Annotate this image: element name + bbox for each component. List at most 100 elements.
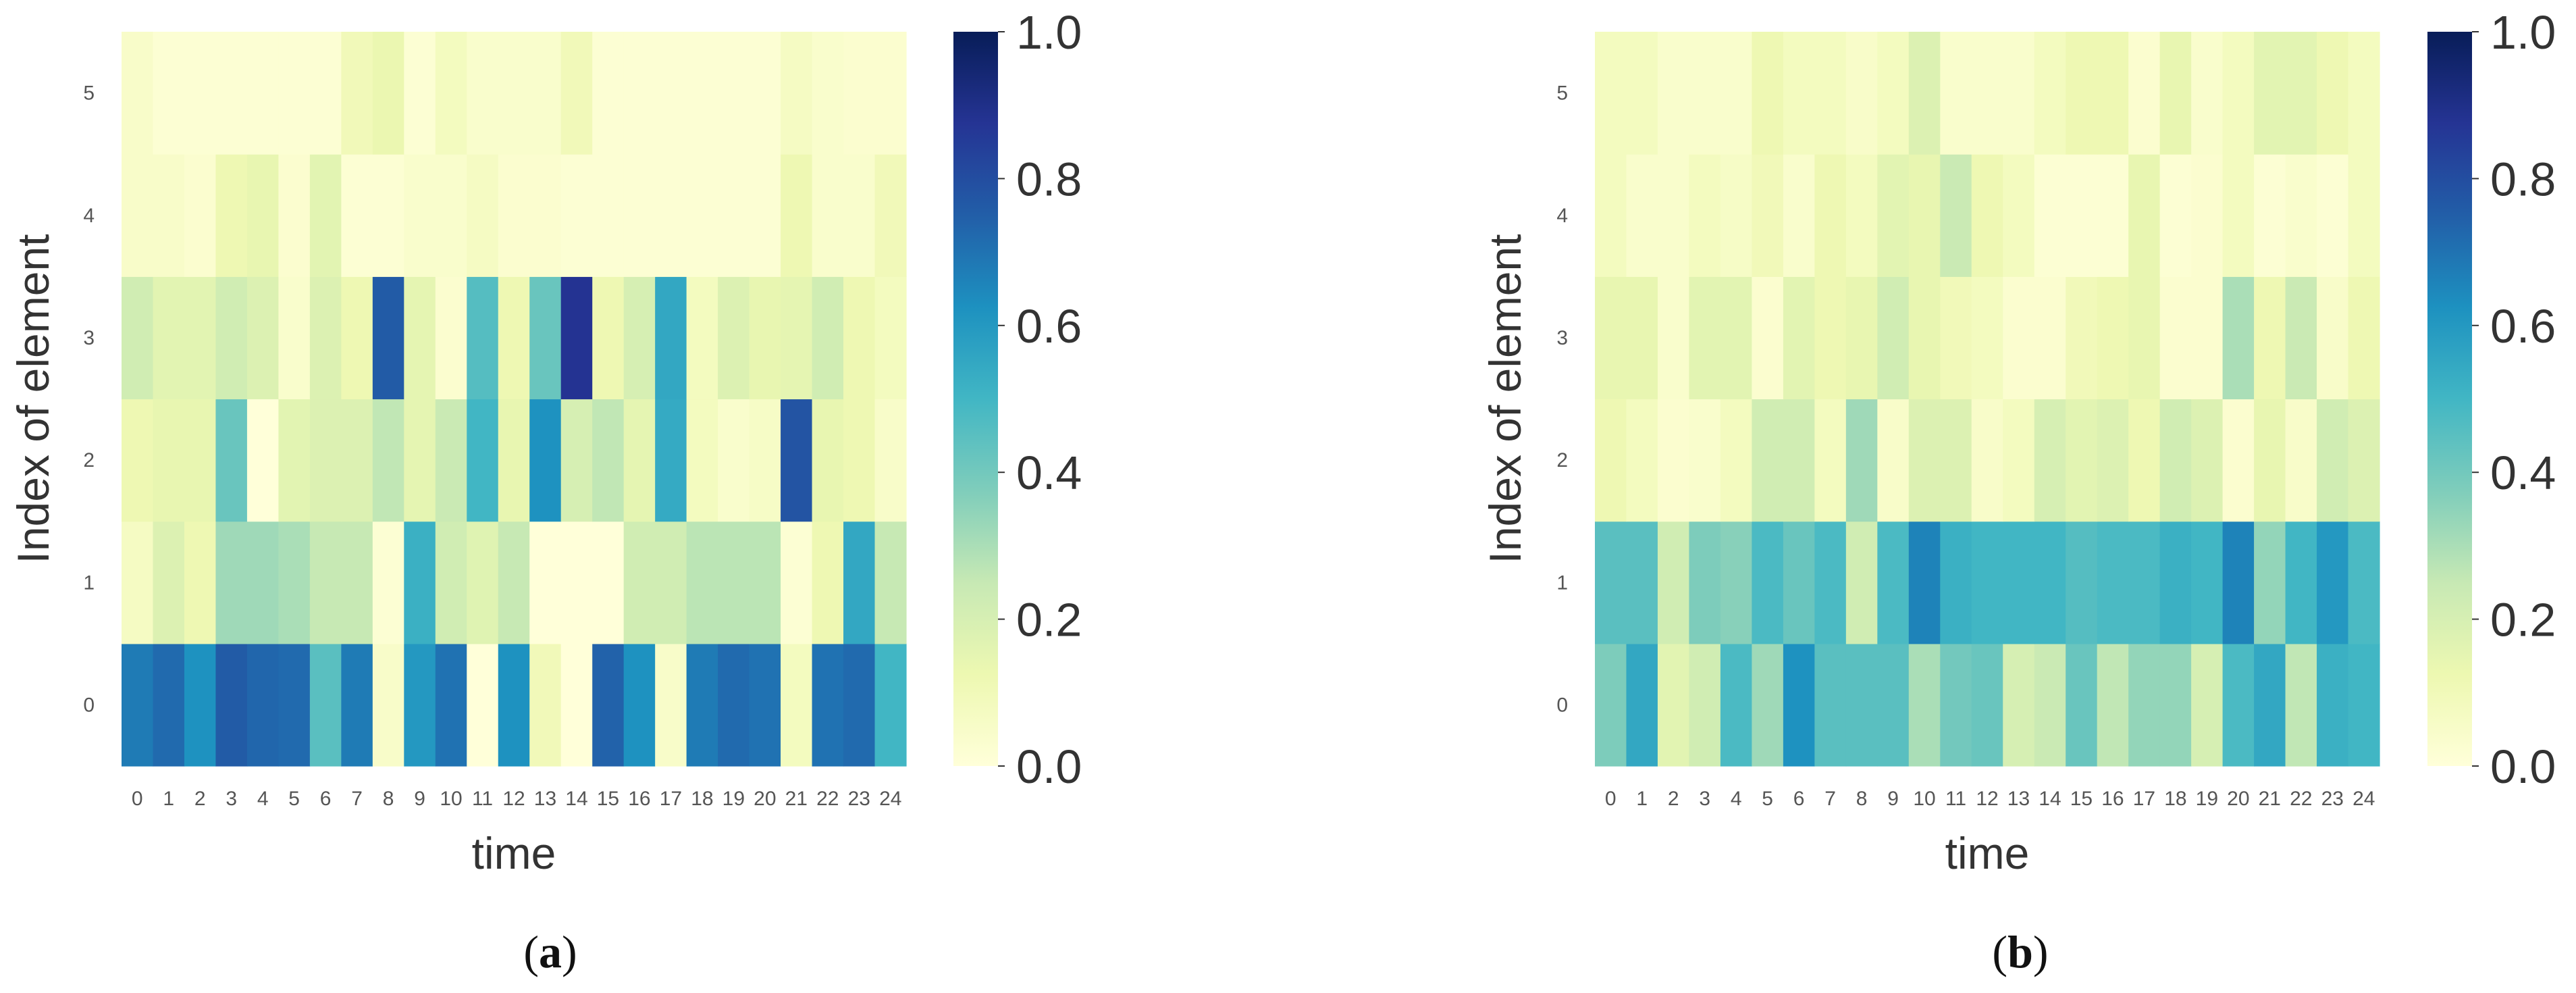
heatmap-cell <box>781 276 813 400</box>
heatmap-cell <box>781 521 813 644</box>
heatmap-cell <box>623 399 656 522</box>
heatmap-cell <box>341 32 373 155</box>
heatmap-cell <box>467 154 499 277</box>
heatmap-cell <box>1752 154 1784 277</box>
heatmap-cell <box>2159 521 2192 644</box>
heatmap-cell <box>2285 399 2317 522</box>
x-tick-label: 4 <box>1731 788 1742 810</box>
x-tick-label: 1 <box>1636 788 1648 810</box>
x-tick-label: 0 <box>132 788 143 810</box>
heatmap-cell <box>309 276 342 400</box>
heatmap-cell <box>1971 154 2003 277</box>
x-tick-label: 21 <box>2259 788 2281 810</box>
heatmap-cell <box>874 643 907 767</box>
heatmap-cell <box>1814 276 1847 400</box>
heatmap-cell <box>309 154 342 277</box>
x-tick-label: 11 <box>1945 788 1966 810</box>
heatmap-cell <box>1720 32 1752 155</box>
heatmap-cell <box>2317 399 2349 522</box>
heatmap-cell <box>655 276 687 400</box>
x-tick-label: 24 <box>879 788 901 810</box>
heatmap-cell <box>686 154 718 277</box>
heatmap-cell <box>686 32 718 155</box>
heatmap-cell <box>435 154 467 277</box>
x-axis-label: time <box>1945 828 2030 878</box>
x-tick-label: 5 <box>1762 788 1773 810</box>
heatmap-cell <box>435 276 467 400</box>
heatmap-cell <box>2191 399 2224 522</box>
heatmap-cell <box>2066 32 2098 155</box>
heatmap-cell <box>749 32 781 155</box>
colorbar-tick-label: 0.0 <box>2490 740 2556 793</box>
heatmap-cell <box>341 154 373 277</box>
y-tick-label: 0 <box>83 694 95 716</box>
x-tick-label: 14 <box>2039 788 2061 810</box>
heatmap-cell <box>592 32 625 155</box>
heatmap-cell <box>153 643 185 767</box>
x-tick-label: 0 <box>1605 788 1616 810</box>
x-tick-label: 16 <box>628 788 650 810</box>
heatmap-cell <box>655 32 687 155</box>
heatmap-cell <box>1595 154 1627 277</box>
x-tick-label: 2 <box>194 788 206 810</box>
heatmap-cell <box>2128 276 2161 400</box>
heatmap-cell <box>2191 32 2224 155</box>
heatmap-cell <box>278 643 311 767</box>
heatmap-cell <box>215 643 248 767</box>
heatmap-cell <box>1877 32 1910 155</box>
heatmap-cell <box>2097 521 2129 644</box>
x-tick-label: 16 <box>2101 788 2124 810</box>
heatmap-cell <box>2285 154 2317 277</box>
heatmap-cell <box>686 276 718 400</box>
heatmap-cell <box>874 276 907 400</box>
colorbar-tick-label: 1.0 <box>2490 6 2556 59</box>
heatmap-cell <box>2222 154 2255 277</box>
heatmap-cell <box>404 521 436 644</box>
x-tick-label: 5 <box>288 788 300 810</box>
heatmap-cell <box>372 399 404 522</box>
heatmap-cell <box>592 154 625 277</box>
colorbar-tick-label: 0.6 <box>1016 300 1082 353</box>
heatmap-panel-a: 0 1 2 3 4 5 6 7 8 9 10 11 12 13 14 15 16 17 18 19 20 21 22 23 24… <box>8 6 1082 977</box>
colorbar-tick-label: 0.6 <box>2490 300 2556 353</box>
heatmap-cell <box>686 643 718 767</box>
x-tick-label: 20 <box>2227 788 2249 810</box>
heatmap-cell <box>215 154 248 277</box>
y-tick-label: 1 <box>1556 571 1568 594</box>
heatmap-cell <box>184 521 217 644</box>
x-tick-label: 23 <box>848 788 870 810</box>
heatmap-cell <box>2097 399 2129 522</box>
heatmap-cell <box>278 521 311 644</box>
heatmap-cell <box>2254 521 2286 644</box>
heatmap-cell <box>435 399 467 522</box>
heatmap-cell <box>1720 521 1752 644</box>
heatmap-cell <box>843 276 876 400</box>
heatmap-cell <box>2003 521 2035 644</box>
x-tick-label: 6 <box>1793 788 1805 810</box>
heatmap-cell <box>1752 32 1784 155</box>
heatmap-cell <box>153 399 185 522</box>
x-tick-label: 18 <box>691 788 713 810</box>
heatmap-cell <box>309 32 342 155</box>
heatmap-cell <box>655 154 687 277</box>
heatmap-cell <box>215 399 248 522</box>
heatmap-cell <box>1595 276 1627 400</box>
heatmap-cell <box>1908 521 1941 644</box>
heatmap-cell <box>2254 276 2286 400</box>
heatmap-cell <box>718 154 750 277</box>
heatmap-cell <box>560 276 593 400</box>
y-tick-label: 5 <box>1556 82 1568 105</box>
heatmap-cell <box>812 32 844 155</box>
heatmap-cell <box>1940 521 1972 644</box>
x-tick-label: 10 <box>1913 788 1935 810</box>
heatmap-cell <box>874 399 907 522</box>
heatmap-cell <box>843 643 876 767</box>
heatmap-cell <box>2254 643 2286 767</box>
heatmap-cell <box>2191 521 2224 644</box>
heatmap-cell <box>184 399 217 522</box>
heatmap-cell <box>2159 154 2192 277</box>
heatmap-cell <box>435 32 467 155</box>
x-tick-label: 3 <box>226 788 237 810</box>
colorbar-tick-label: 1.0 <box>1016 6 1082 59</box>
heatmap-cell <box>1689 399 1721 522</box>
